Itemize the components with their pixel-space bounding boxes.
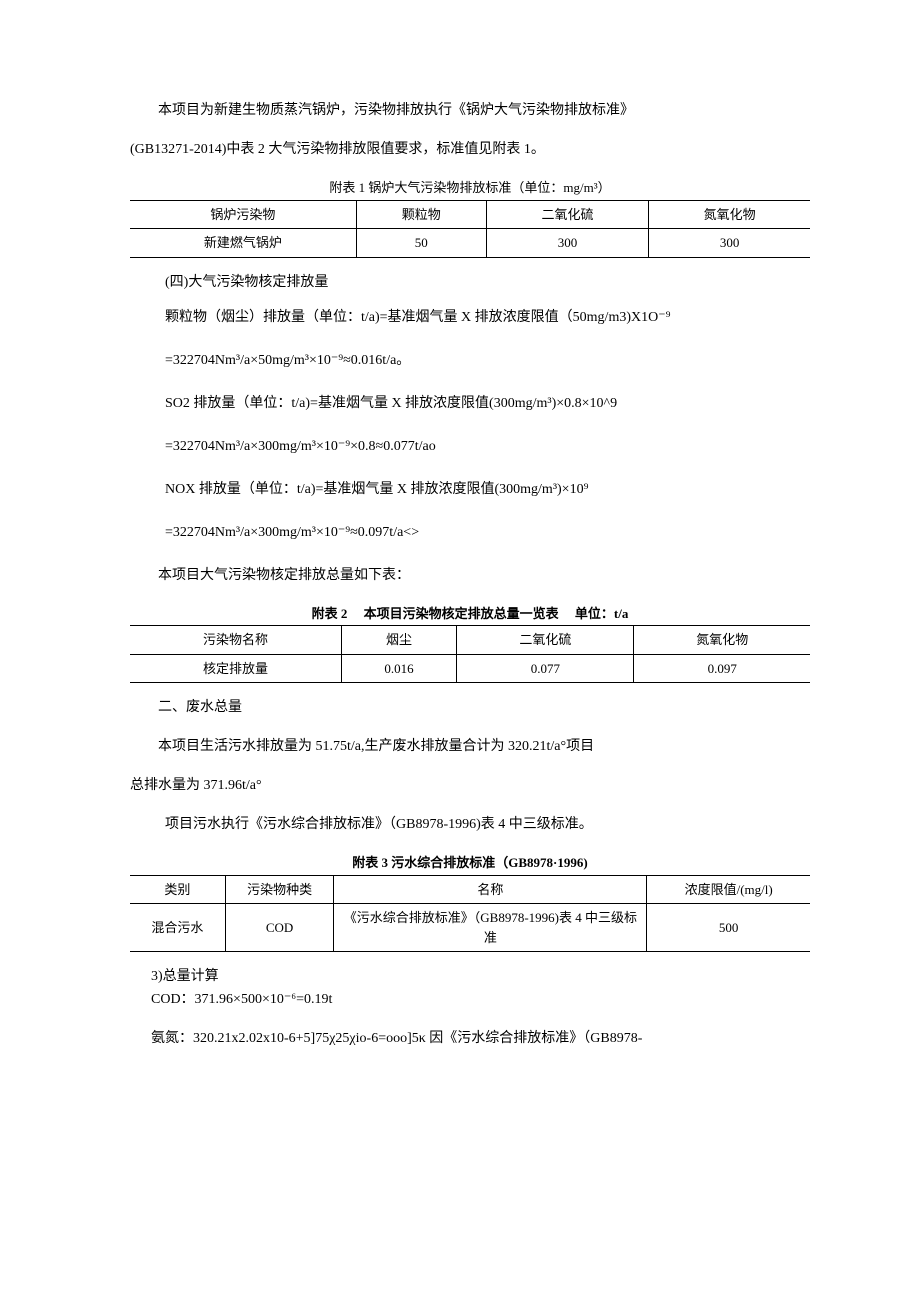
table3-r0c0: 混合污水 (130, 904, 225, 952)
table3-h1: 污染物种类 (225, 875, 334, 904)
total-calc-title: 3)总量计算 (130, 966, 810, 987)
table2-r0c3: 0.097 (634, 654, 810, 683)
section4-summary: 本项目大气污染物核定排放总量如下表： (130, 565, 810, 586)
table2-cap-right: 单位：t/a (575, 606, 628, 621)
calc-line-3: =322704Nm³/a×300mg/m³×10⁻⁹×0.8≈0.077t/ao (130, 436, 810, 457)
calc-line-2: SO2 排放量（单位：t/a)=基准烟气量 X 排放浓度限值(300mg/m³)… (130, 393, 810, 414)
table2-r0c1: 0.016 (341, 654, 456, 683)
section4-title: (四)大气污染物核定排放量 (130, 272, 810, 293)
table1-r0c3: 300 (649, 229, 810, 258)
table1-h3: 氮氧化物 (649, 200, 810, 229)
waste-p3: 项目污水执行《污水综合排放标准》（GB8978-1996)表 4 中三级标准。 (130, 814, 810, 835)
table2: 污染物名称 烟尘 二氧化硫 氮氧化物 核定排放量 0.016 0.077 0.0… (130, 625, 810, 683)
intro-line2: (GB13271-2014)中表 2 大气污染物排放限值要求，标准值见附表 1。 (130, 139, 810, 160)
total-calc-nh: 氨氮：320.21x2.02x10-6+5]75χ25χio-6=ooo]5κ … (130, 1028, 810, 1049)
table3-h0: 类别 (130, 875, 225, 904)
table2-r0c2: 0.077 (457, 654, 634, 683)
table-row: 锅炉污染物 颗粒物 二氧化硫 氮氧化物 (130, 200, 810, 229)
table3-r0c1: COD (225, 904, 334, 952)
waste-p2: 总排水量为 371.96t/a° (130, 775, 810, 796)
table1-r0c0: 新建燃气锅炉 (130, 229, 356, 258)
table1-r0c2: 300 (486, 229, 649, 258)
table2-h1: 烟尘 (341, 626, 456, 655)
table2-r0c0: 核定排放量 (130, 654, 341, 683)
table3-r0c3: 500 (647, 904, 810, 952)
table2-caption: 附表 2 本项目污染物核定排放总量一览表 单位：t/a (130, 604, 810, 624)
waste-title: 二、废水总量 (130, 697, 810, 718)
table2-cap-mid: 本项目污染物核定排放总量一览表 (364, 606, 559, 621)
intro-line1: 本项目为新建生物质蒸汽锅炉，污染物排放执行《锅炉大气污染物排放标准》 (130, 100, 810, 121)
table1-r0c1: 50 (356, 229, 486, 258)
table3-r0c2: 《污水综合排放标准》（GB8978-1996)表 4 中三级标准 (334, 904, 647, 952)
table1: 锅炉污染物 颗粒物 二氧化硫 氮氧化物 新建燃气锅炉 50 300 300 (130, 200, 810, 258)
table1-h2: 二氧化硫 (486, 200, 649, 229)
table2-h2: 二氧化硫 (457, 626, 634, 655)
table3-caption: 附表 3 污水综合排放标准（GB8978·1996) (130, 853, 810, 873)
table-row: 新建燃气锅炉 50 300 300 (130, 229, 810, 258)
calc-line-1: =322704Nm³/a×50mg/m³×10⁻⁹≈0.016t/a。 (130, 350, 810, 371)
table1-h0: 锅炉污染物 (130, 200, 356, 229)
table3: 类别 污染物种类 名称 浓度限值/(mg/l) 混合污水 COD 《污水综合排放… (130, 875, 810, 953)
calc-line-0: 颗粒物（烟尘）排放量（单位：t/a)=基准烟气量 X 排放浓度限值（50mg/m… (130, 307, 810, 328)
waste-p1: 本项目生活污水排放量为 51.75t/a,生产废水排放量合计为 320.21t/… (130, 736, 810, 757)
table-row: 核定排放量 0.016 0.077 0.097 (130, 654, 810, 683)
total-calc-cod: COD：371.96×500×10⁻⁶=0.19t (130, 989, 810, 1010)
table-row: 污染物名称 烟尘 二氧化硫 氮氧化物 (130, 626, 810, 655)
table3-h3: 浓度限值/(mg/l) (647, 875, 810, 904)
table1-caption: 附表 1 锅炉大气污染物排放标准（单位：mg/m³） (130, 178, 810, 198)
table-row: 类别 污染物种类 名称 浓度限值/(mg/l) (130, 875, 810, 904)
table-row: 混合污水 COD 《污水综合排放标准》（GB8978-1996)表 4 中三级标… (130, 904, 810, 952)
table2-h3: 氮氧化物 (634, 626, 810, 655)
calc-line-5: =322704Nm³/a×300mg/m³×10⁻⁹≈0.097t/a<> (130, 522, 810, 543)
table3-h2: 名称 (334, 875, 647, 904)
calc-line-4: NOX 排放量（单位：t/a)=基准烟气量 X 排放浓度限值(300mg/m³)… (130, 479, 810, 500)
table2-h0: 污染物名称 (130, 626, 341, 655)
table2-cap-left: 附表 2 (312, 606, 348, 621)
table1-h1: 颗粒物 (356, 200, 486, 229)
